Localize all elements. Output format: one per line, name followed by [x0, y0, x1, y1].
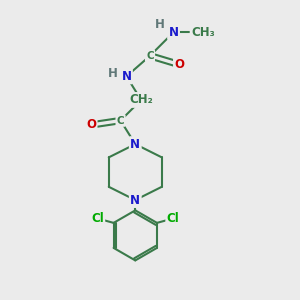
Text: H: H: [155, 18, 165, 32]
Text: N: N: [122, 70, 131, 83]
Text: N: N: [169, 26, 178, 39]
Text: CH₃: CH₃: [191, 26, 215, 39]
Text: Cl: Cl: [91, 212, 104, 225]
Text: CH₂: CH₂: [129, 93, 153, 106]
Text: Cl: Cl: [167, 212, 179, 225]
Text: C: C: [117, 116, 124, 126]
Text: O: O: [86, 118, 96, 131]
Text: O: O: [174, 58, 184, 71]
Text: C: C: [146, 51, 154, 61]
Text: H: H: [108, 67, 118, 80]
Text: N: N: [130, 194, 140, 207]
Text: N: N: [130, 138, 140, 151]
